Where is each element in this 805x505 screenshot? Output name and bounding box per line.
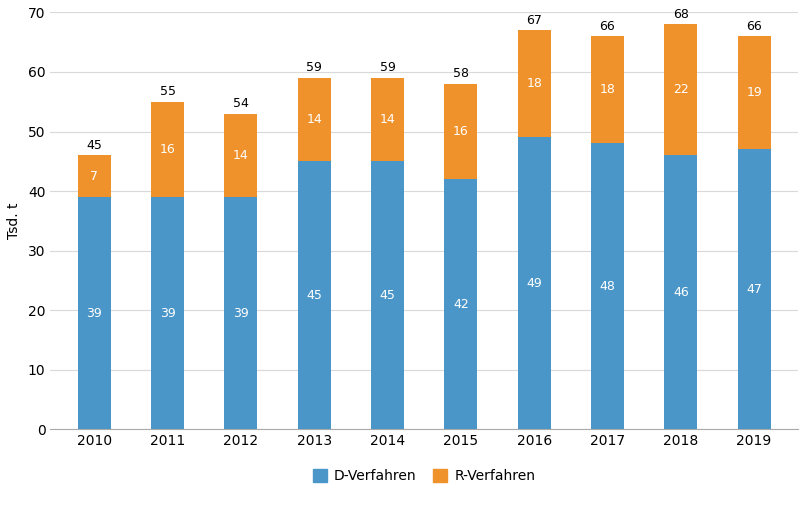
Text: 58: 58 bbox=[453, 67, 469, 80]
Text: 14: 14 bbox=[380, 113, 395, 126]
Text: 22: 22 bbox=[673, 83, 688, 96]
Bar bbox=[371, 161, 404, 429]
Text: 42: 42 bbox=[453, 298, 469, 311]
Bar bbox=[151, 197, 184, 429]
Text: 45: 45 bbox=[380, 289, 395, 302]
Text: 7: 7 bbox=[90, 170, 98, 183]
Bar bbox=[225, 114, 258, 197]
Text: 66: 66 bbox=[746, 20, 762, 33]
Bar bbox=[664, 156, 697, 429]
Text: 18: 18 bbox=[600, 83, 615, 96]
Bar bbox=[225, 197, 258, 429]
Text: 48: 48 bbox=[600, 280, 615, 293]
Text: 45: 45 bbox=[86, 139, 102, 152]
Bar bbox=[591, 36, 624, 143]
Bar bbox=[444, 179, 477, 429]
Bar bbox=[518, 30, 551, 137]
Bar bbox=[664, 24, 697, 156]
Bar bbox=[78, 156, 111, 197]
Text: 55: 55 bbox=[159, 85, 175, 98]
Text: 39: 39 bbox=[233, 307, 249, 320]
Text: 59: 59 bbox=[380, 62, 395, 74]
Text: 54: 54 bbox=[233, 97, 249, 110]
Text: 49: 49 bbox=[526, 277, 542, 290]
Bar bbox=[444, 84, 477, 179]
Bar bbox=[737, 149, 770, 429]
Text: 59: 59 bbox=[307, 62, 322, 74]
Text: 47: 47 bbox=[746, 283, 762, 296]
Bar bbox=[737, 36, 770, 149]
Y-axis label: Tsd. t: Tsd. t bbox=[7, 203, 21, 239]
Bar bbox=[78, 197, 111, 429]
Text: 39: 39 bbox=[86, 307, 102, 320]
Bar bbox=[591, 143, 624, 429]
Text: 16: 16 bbox=[159, 143, 175, 156]
Text: 66: 66 bbox=[600, 20, 615, 33]
Text: 68: 68 bbox=[673, 8, 689, 21]
Text: 14: 14 bbox=[307, 113, 322, 126]
Bar bbox=[518, 137, 551, 429]
Text: 67: 67 bbox=[526, 14, 542, 27]
Text: 19: 19 bbox=[746, 86, 762, 99]
Text: 39: 39 bbox=[159, 307, 175, 320]
Text: 18: 18 bbox=[526, 77, 542, 90]
Text: 14: 14 bbox=[233, 149, 249, 162]
Bar bbox=[371, 78, 404, 161]
Text: 45: 45 bbox=[307, 289, 322, 302]
Text: 16: 16 bbox=[453, 125, 469, 138]
Bar bbox=[151, 102, 184, 197]
Bar bbox=[298, 78, 331, 161]
Bar bbox=[298, 161, 331, 429]
Text: 46: 46 bbox=[673, 286, 688, 299]
Legend: D-Verfahren, R-Verfahren: D-Verfahren, R-Verfahren bbox=[308, 464, 541, 489]
